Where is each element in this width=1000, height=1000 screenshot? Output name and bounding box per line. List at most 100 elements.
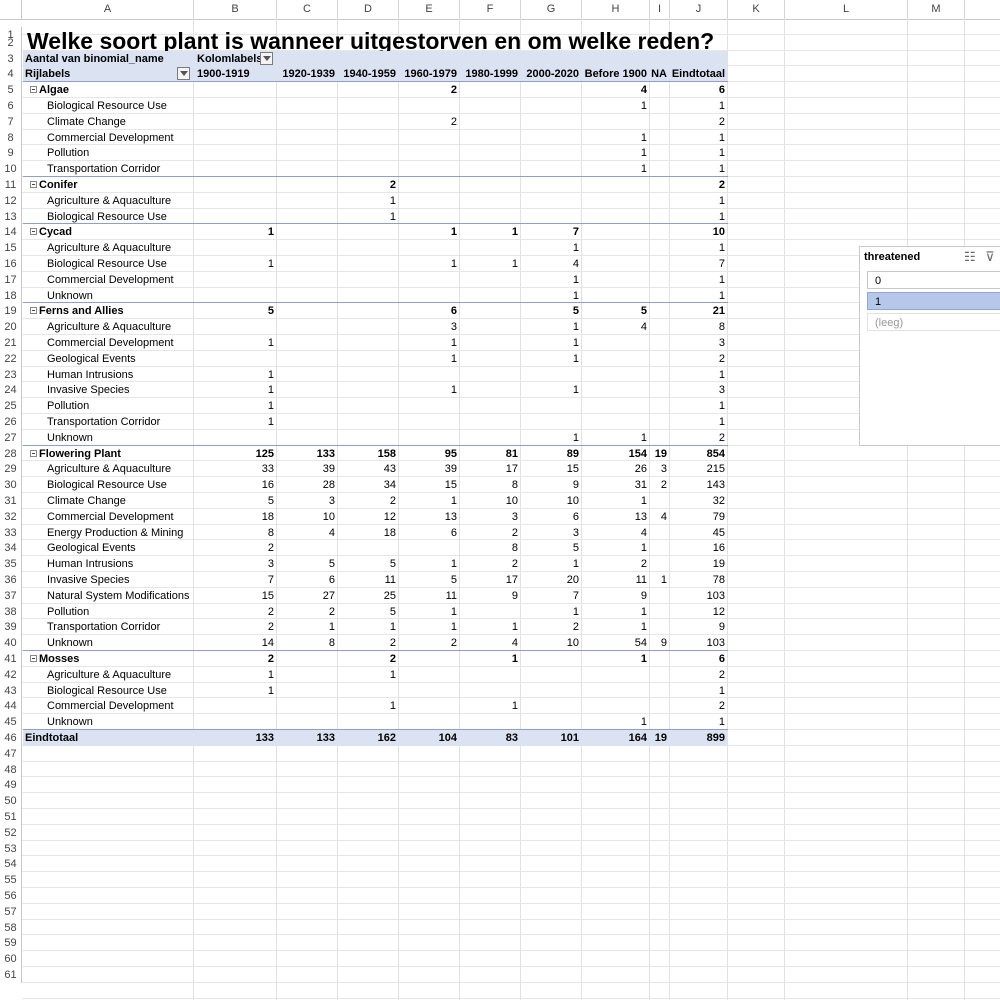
row-header[interactable]: 44 [0,698,22,715]
row-header[interactable]: 24 [0,382,22,399]
multi-select-icon[interactable]: ☷ [964,249,976,264]
row-header[interactable]: 17 [0,271,22,288]
pivot-value-cell[interactable]: 6 [718,653,725,665]
pivot-value-cell[interactable]: 1 [718,416,725,428]
pivot-value-cell[interactable]: 1 [640,100,647,112]
threatened-slicer[interactable]: threatened ☷ ⊽ 0 1 (leeg) [859,246,1000,446]
grand-total-cell[interactable]: 83 [505,732,518,744]
row-header[interactable]: 37 [0,587,22,604]
reason-row-label[interactable]: Geological Events [47,351,136,367]
pivot-value-cell[interactable]: 2 [267,605,274,618]
pivot-value-cell[interactable]: 1 [450,258,457,270]
pivot-value-cell[interactable]: 1 [640,131,647,144]
pivot-value-cell[interactable]: 31 [634,479,647,492]
row-header[interactable]: 54 [0,856,22,873]
pivot-value-cell[interactable]: 6 [718,84,725,97]
pivot-value-cell[interactable]: 39 [322,463,335,476]
pivot-value-cell[interactable]: 2 [267,621,274,634]
pivot-value-cell[interactable]: 143 [706,479,725,492]
pivot-value-cell[interactable]: 1 [718,242,725,255]
pivot-value-cell[interactable]: 2 [718,179,725,191]
pivot-value-cell[interactable]: 2 [718,352,725,365]
grand-total-label[interactable]: Eindtotaal [25,732,79,744]
pivot-value-cell[interactable]: 28 [322,479,335,492]
pivot-value-cell[interactable]: 9 [718,621,725,634]
row-header[interactable]: 20 [0,319,22,336]
pivot-value-cell[interactable]: 1 [718,684,725,697]
pivot-value-cell[interactable]: 1 [572,605,579,618]
pivot-value-cell[interactable]: 13 [444,510,457,523]
row-header[interactable]: 28 [0,445,22,462]
reason-row-label[interactable]: Biological Resource Use [47,209,167,225]
reason-row-label[interactable]: Agriculture & Aquaculture [47,319,171,335]
pivot-value-cell[interactable]: 1 [389,210,396,223]
reason-row-label[interactable]: Commercial Development [47,130,174,146]
pivot-value-cell[interactable]: 9 [660,637,667,650]
reason-row-label[interactable]: Natural System Modifications [47,588,189,604]
pivot-value-cell[interactable]: 1 [450,621,457,634]
row-header[interactable]: 31 [0,493,22,509]
pivot-value-cell[interactable]: 1 [267,226,274,239]
pivot-value-cell[interactable]: 78 [712,574,725,586]
pivot-value-cell[interactable]: 79 [712,510,725,523]
pivot-value-cell[interactable]: 17 [505,574,518,586]
pivot-column-header[interactable]: Before 1900 [584,68,647,81]
pivot-value-cell[interactable]: 45 [712,526,725,539]
pivot-value-cell[interactable]: 2 [450,115,457,128]
reason-row-label[interactable]: Agriculture & Aquaculture [47,461,171,477]
row-header[interactable]: 42 [0,666,22,683]
pivot-value-cell[interactable]: 54 [634,637,647,650]
pivot-value-cell[interactable]: 2 [267,542,274,555]
pivot-value-cell[interactable]: 6 [450,526,457,539]
pivot-value-cell[interactable]: 1 [511,700,518,713]
pivot-value-cell[interactable]: 1 [267,668,274,681]
pivot-value-cell[interactable]: 5 [572,305,579,318]
pivot-value-cell[interactable]: 7 [572,226,579,239]
pivot-value-cell[interactable]: 3 [718,337,725,349]
pivot-value-cell[interactable]: 1 [718,194,725,207]
pivot-value-cell[interactable]: 1 [267,416,274,428]
column-header[interactable]: F [460,0,521,19]
reason-row-label[interactable]: Transportation Corridor [47,619,160,635]
column-header[interactable]: J [670,0,728,19]
pivot-value-cell[interactable]: 3 [572,526,579,539]
pivot-value-cell[interactable]: 125 [255,447,274,460]
row-header[interactable]: 35 [0,556,22,573]
pivot-value-cell[interactable]: 34 [383,479,396,492]
pivot-value-cell[interactable]: 8 [328,637,335,650]
pivot-value-cell[interactable]: 5 [267,305,274,318]
pivot-value-cell[interactable]: 1 [267,400,274,413]
pivot-value-cell[interactable]: 2 [718,115,725,128]
row-header[interactable]: 21 [0,335,22,351]
grand-total-cell[interactable]: 101 [560,732,579,744]
pivot-value-cell[interactable]: 1 [718,273,725,286]
pivot-value-cell[interactable]: 1 [640,605,647,618]
row-header[interactable]: 19 [0,303,22,320]
grand-total-cell[interactable]: 104 [438,732,457,744]
pivot-value-cell[interactable]: 1 [267,684,274,697]
grand-total-cell[interactable]: 164 [628,732,647,744]
reason-row-label[interactable]: Geological Events [47,540,136,556]
column-header[interactable]: K [728,0,785,19]
slicer-item-0[interactable]: 0 [867,271,1000,289]
pivot-value-cell[interactable]: 11 [384,574,396,586]
row-header[interactable]: 50 [0,793,22,810]
row-header[interactable]: 45 [0,714,22,731]
row-header[interactable]: 7 [0,113,22,130]
clear-filter-icon[interactable]: ⊽ [985,249,995,264]
column-header[interactable]: E [399,0,460,19]
pivot-value-cell[interactable]: 8 [718,321,725,334]
pivot-column-header[interactable]: 1900-1919 [197,68,250,81]
pivot-value-cell[interactable]: 1 [450,384,457,397]
row-header[interactable]: 56 [0,888,22,904]
pivot-value-cell[interactable]: 1 [718,210,725,223]
pivot-value-cell[interactable]: 158 [377,447,396,460]
pivot-value-cell[interactable]: 1 [450,558,457,571]
row-header[interactable]: 15 [0,240,22,257]
pivot-value-cell[interactable]: 154 [628,447,647,460]
row-header[interactable]: 46 [0,730,22,746]
pivot-value-cell[interactable]: 1 [450,337,457,349]
pivot-value-cell[interactable]: 19 [712,558,725,571]
pivot-value-cell[interactable]: 12 [712,605,725,618]
reason-row-label[interactable]: Transportation Corridor [47,161,160,177]
